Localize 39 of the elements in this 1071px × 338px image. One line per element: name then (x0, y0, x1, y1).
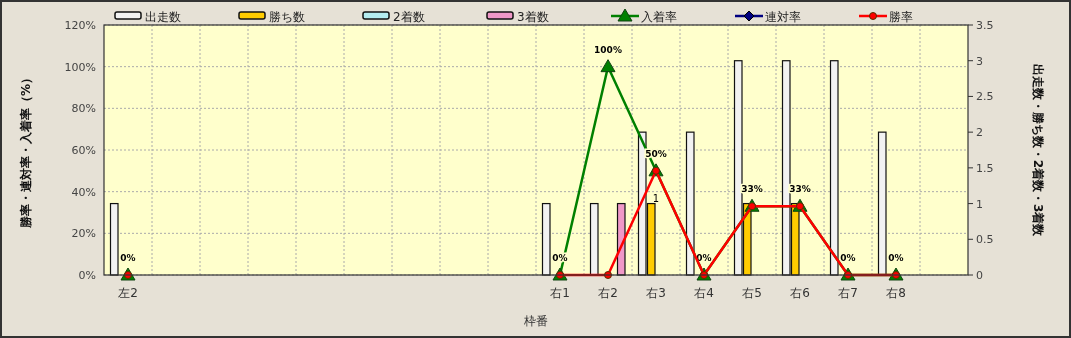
x-tick-label: 右7 (838, 286, 858, 300)
x-tick-label: 右2 (598, 286, 618, 300)
data-label: 0% (840, 253, 856, 263)
x-tick-label: 左2 (118, 286, 138, 300)
legend-label: 勝率 (889, 10, 913, 24)
y2-tick-label: 3.5 (976, 19, 994, 32)
annotation: 1 (652, 193, 660, 205)
y-tick-label: 80% (71, 102, 96, 116)
data-label: 0% (888, 253, 904, 263)
y2-tick-label: 0.5 (976, 233, 994, 247)
y2-axis-title: 出走数・勝ち数・2着数・3着数 (1031, 63, 1045, 238)
y2-tick-label: 1.5 (976, 161, 994, 175)
legend-label: 勝ち数 (269, 10, 305, 24)
x-tick-label: 右5 (742, 286, 762, 300)
data-label: 0% (120, 253, 136, 263)
y-tick-label: 100% (64, 60, 96, 74)
y-tick-label: 120% (64, 19, 96, 32)
legend-label: 連対率 (765, 10, 801, 24)
x-tick-label: 右8 (886, 286, 906, 300)
y2-tick-label: 1 (976, 197, 983, 211)
y-axis-title: 勝率・連対率・入着率（%） (19, 71, 33, 230)
x-tick-label: 右6 (790, 286, 810, 300)
legend-label: 出走数 (145, 10, 181, 24)
data-label: 100% (594, 44, 622, 55)
x-axis-title: 枠番 (523, 314, 548, 328)
y2-tick-label: 2 (976, 126, 983, 140)
x-tick-label: 右3 (646, 286, 666, 300)
legend-label: 入着率 (641, 10, 677, 24)
y2-tick-label: 0 (976, 269, 983, 282)
legend-label: 3着数 (517, 10, 549, 24)
legend-label: 2着数 (393, 10, 425, 24)
y2-tick-label: 3 (976, 54, 983, 68)
x-tick-label: 右4 (694, 286, 714, 300)
y-tick-label: 60% (71, 144, 96, 157)
y-tick-label: 0% (78, 269, 96, 282)
y-tick-label: 20% (71, 227, 96, 241)
y2-tick-label: 2.5 (976, 90, 994, 104)
y-tick-label: 40% (71, 185, 96, 199)
x-tick-label: 右1 (550, 286, 570, 300)
